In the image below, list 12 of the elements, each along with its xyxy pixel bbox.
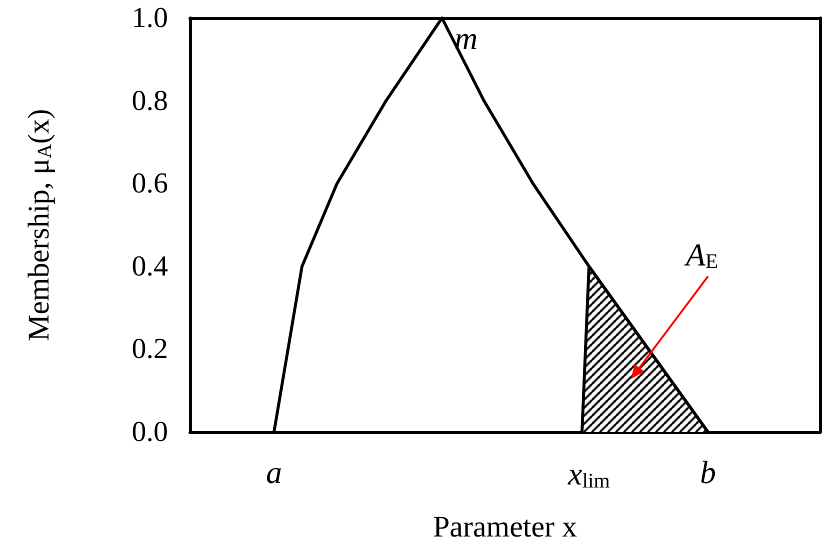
y-tick-label: 0.0 bbox=[132, 416, 168, 448]
y-axis-title: Membership, μA(x) bbox=[22, 108, 56, 342]
x-tick-label: xlim bbox=[567, 456, 610, 492]
x-axis-title: Parameter x bbox=[432, 510, 578, 544]
x-tick-label: a bbox=[266, 454, 282, 490]
x-tick-label: b bbox=[700, 454, 716, 490]
y-tick-label: 0.6 bbox=[132, 168, 168, 200]
y-tick-label: 0.2 bbox=[132, 333, 168, 366]
annotation: AE bbox=[684, 236, 718, 274]
y-tick-label: 1.0 bbox=[132, 2, 168, 34]
y-tick-label: 0.4 bbox=[132, 250, 168, 282]
y-tick-label: 0.8 bbox=[132, 84, 168, 117]
